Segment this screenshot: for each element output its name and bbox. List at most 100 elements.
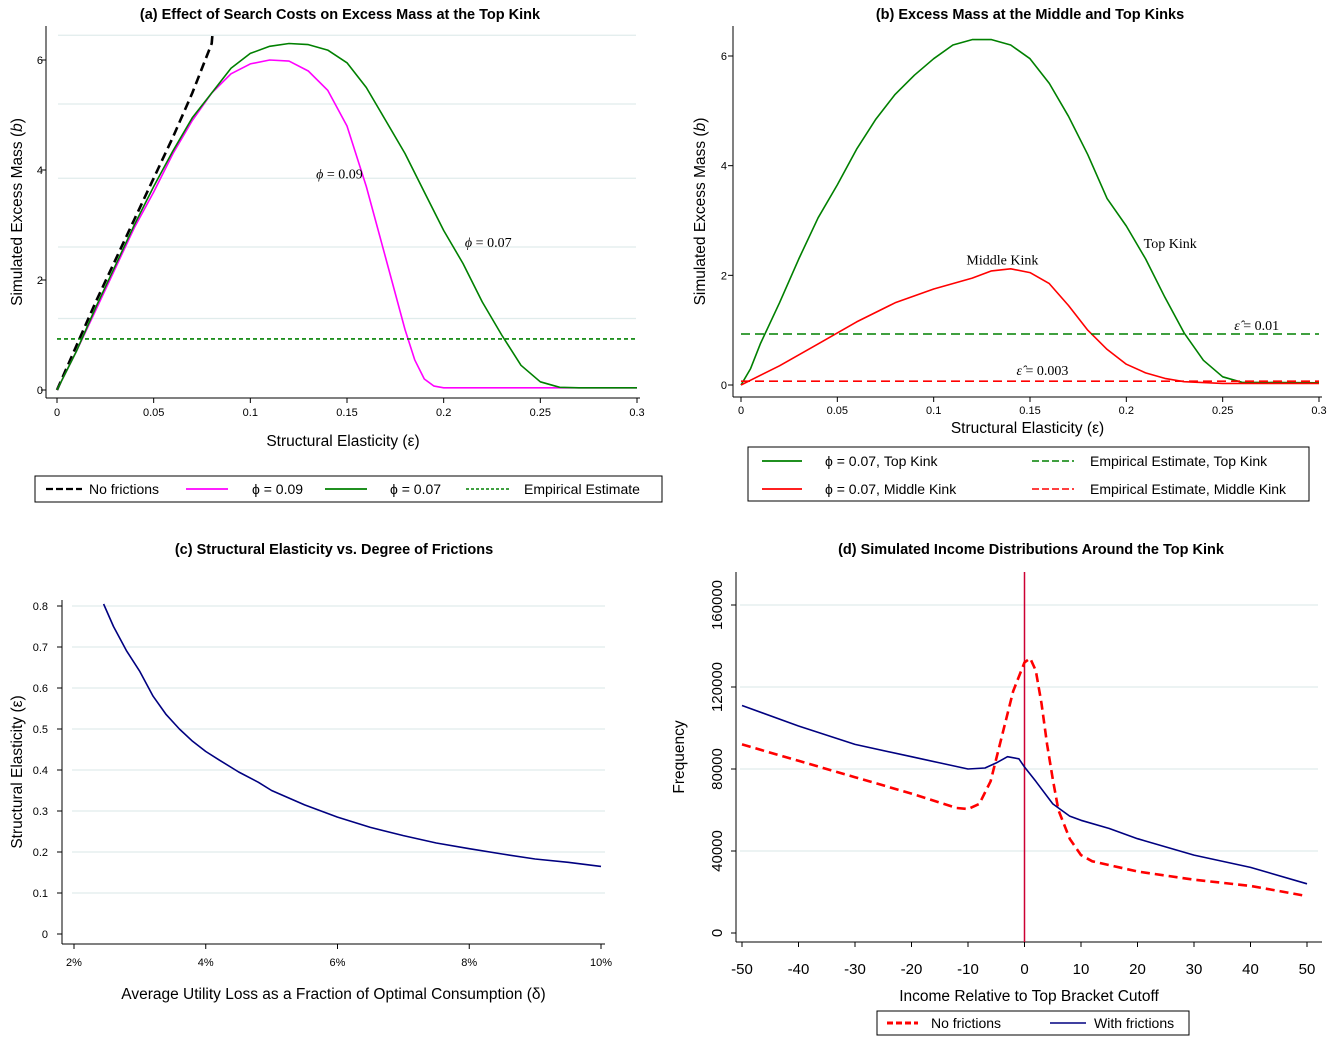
- y-tick-label: 0.4: [33, 765, 48, 777]
- series-line-0: [55, 32, 214, 391]
- x-tick-label: 10: [1073, 961, 1090, 978]
- series-line-0: [741, 656, 1308, 898]
- y-tick-label: 0.6: [33, 683, 48, 695]
- y-axis-label-text: Simulated Excess Mass (: [9, 131, 26, 306]
- x-tick-label: 8%: [461, 957, 477, 969]
- legend-box: [34, 475, 663, 503]
- y-tick-label: 0.1: [33, 888, 48, 900]
- y-axis-label: Structural Elasticity (ε): [9, 695, 26, 848]
- legend-label: ϕ = 0.07, Middle Kink: [825, 481, 957, 497]
- annotation: ϕ = 0.07: [465, 236, 512, 251]
- y-tick-label: 4: [37, 165, 43, 177]
- y-axis-label: Simulated Excess Mass (b): [692, 118, 709, 306]
- annotation-symbol: ϕ: [316, 167, 323, 182]
- y-axis-label-text: Simulated Excess Mass (: [692, 131, 709, 306]
- y-axis-label-text: Frequency: [671, 720, 688, 793]
- panel-d: (d) Simulated Income Distributions Aroun…: [671, 542, 1322, 1005]
- x-tick-label: 0.05: [827, 405, 848, 417]
- y-tick-label: 2: [721, 270, 727, 282]
- x-tick-label: -20: [901, 961, 923, 978]
- x-tick-label: 2%: [66, 957, 82, 969]
- x-axis-label: Average Utility Loss as a Fraction of Op…: [121, 986, 545, 1003]
- legend-label: Empirical Estimate, Middle Kink: [1090, 481, 1287, 497]
- x-axis-label: Structural Elasticity (ε): [951, 420, 1104, 437]
- y-axis-label-end: ): [692, 118, 709, 123]
- annotation: ε̂ = 0.01: [1234, 319, 1279, 334]
- annotation-text: Top Kink: [1144, 237, 1197, 252]
- legend-label: Empirical Estimate: [524, 481, 640, 497]
- annotation-text: = 0.09: [323, 167, 362, 182]
- x-tick-label: -50: [731, 961, 753, 978]
- x-axis-label: Structural Elasticity (ε): [266, 433, 419, 450]
- series-line-2: [56, 42, 637, 391]
- x-tick-label: -30: [844, 961, 866, 978]
- x-tick-label: 0.05: [143, 407, 164, 419]
- chart-title: (d) Simulated Income Distributions Aroun…: [838, 542, 1225, 558]
- x-tick-label: 0.3: [1311, 405, 1326, 417]
- y-axis-label-var: b: [692, 122, 709, 131]
- y-tick-label: 120000: [709, 662, 726, 712]
- legend-label: ϕ = 0.07: [390, 481, 441, 497]
- y-tick-label: 6: [721, 51, 727, 63]
- chart-title: (b) Excess Mass at the Middle and Top Ki…: [876, 7, 1184, 23]
- x-axis-label: Income Relative to Top Bracket Cutoff: [899, 988, 1159, 1005]
- y-tick-label: 0.2: [33, 847, 48, 859]
- annotation: Top Kink: [1144, 237, 1197, 252]
- y-tick-label: 0.3: [33, 806, 48, 818]
- y-axis-label-var: b: [9, 123, 26, 132]
- x-tick-label: 6%: [330, 957, 346, 969]
- legend-panel-d: No frictions With frictions: [876, 1010, 1190, 1036]
- y-tick-label: 0.8: [33, 601, 48, 613]
- legend-box: [876, 1010, 1190, 1036]
- panel-c: (c) Structural Elasticity vs. Degree of …: [9, 542, 612, 1003]
- x-tick-label: 0.25: [530, 407, 551, 419]
- y-tick-label: 80000: [709, 748, 726, 790]
- x-tick-label: 0.1: [926, 405, 941, 417]
- legend-box: [747, 446, 1310, 502]
- y-tick-label: 0.5: [33, 724, 48, 736]
- annotation-text: = 0.003: [1022, 364, 1068, 379]
- series-line-1: [741, 704, 1308, 885]
- x-tick-label: -40: [788, 961, 810, 978]
- y-tick-label: 160000: [709, 580, 726, 630]
- legend-panel-b: ϕ = 0.07, Top Kink Empirical Estimate, To…: [747, 446, 1310, 502]
- y-tick-label: 6: [37, 55, 43, 67]
- series-line-0: [740, 38, 1320, 386]
- annotation-text: = 0.01: [1240, 319, 1279, 334]
- x-tick-label: 0.2: [436, 407, 451, 419]
- chart-title: (a) Effect of Search Costs on Excess Mas…: [140, 7, 541, 23]
- legend-label: ϕ = 0.09: [252, 481, 303, 497]
- series-line-1: [740, 267, 1319, 386]
- y-axis-label: Simulated Excess Mass (b): [9, 118, 26, 306]
- legend-label: ϕ = 0.07, Top Kink: [825, 453, 939, 469]
- y-tick-label: 0: [721, 380, 727, 392]
- y-tick-label: 0: [709, 929, 726, 937]
- y-tick-label: 4: [721, 161, 727, 173]
- y-tick-label: 40000: [709, 830, 726, 872]
- x-tick-label: 0.3: [629, 407, 644, 419]
- x-tick-label: 10%: [590, 957, 612, 969]
- annotation-text: = 0.07: [472, 236, 511, 251]
- x-tick-label: 50: [1299, 961, 1316, 978]
- y-axis-label-end: ): [9, 118, 26, 123]
- x-tick-label: 0.15: [336, 407, 357, 419]
- x-tick-label: 0: [1020, 961, 1028, 978]
- y-tick-label: 0.7: [33, 642, 48, 654]
- legend-label: No frictions: [931, 1015, 1001, 1031]
- x-tick-label: 0.25: [1212, 405, 1233, 417]
- x-tick-label: 0: [54, 407, 60, 419]
- x-tick-label: 4%: [198, 957, 214, 969]
- y-axis-label: Frequency: [671, 720, 688, 793]
- x-tick-label: 0.2: [1119, 405, 1134, 417]
- x-tick-label: 0: [738, 405, 744, 417]
- annotation-symbol: ϕ: [465, 236, 472, 251]
- series-line-1: [56, 59, 637, 391]
- legend-label: Empirical Estimate, Top Kink: [1090, 453, 1268, 469]
- annotation: ϕ = 0.09: [316, 167, 363, 182]
- x-tick-label: 20: [1129, 961, 1146, 978]
- x-tick-label: -10: [957, 961, 979, 978]
- x-tick-label: 0.15: [1019, 405, 1040, 417]
- x-tick-label: 0.1: [243, 407, 258, 419]
- y-tick-label: 0: [42, 929, 48, 941]
